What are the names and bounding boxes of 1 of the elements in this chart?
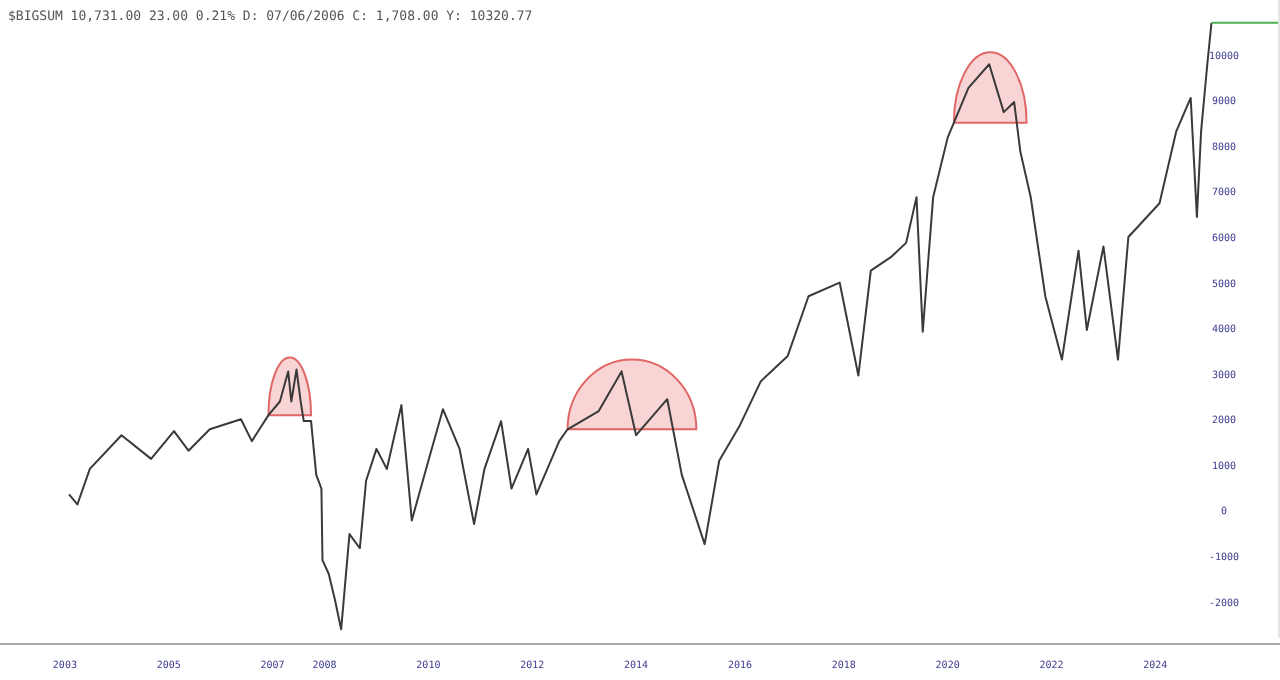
line-series: [68, 21, 1213, 631]
